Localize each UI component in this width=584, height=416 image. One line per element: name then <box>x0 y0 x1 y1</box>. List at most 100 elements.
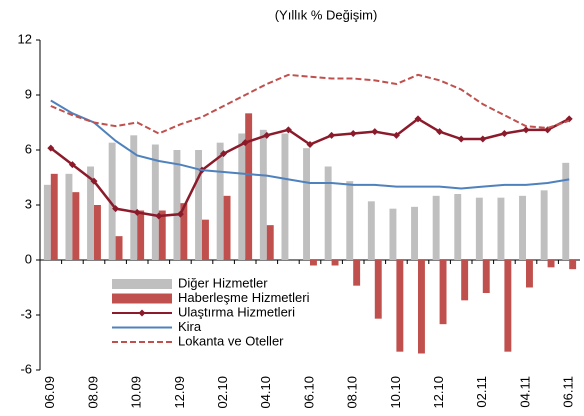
bar <box>331 260 339 266</box>
x-tick-label: 08.10 <box>345 376 360 409</box>
line <box>50 73 570 135</box>
y-tick-label: 0 <box>25 251 32 266</box>
x-tick-label: 06.10 <box>301 376 316 409</box>
marker <box>500 130 508 137</box>
bar <box>115 236 123 260</box>
legend-marker <box>138 309 146 317</box>
legend-label: Ulaştırma Hizmetleri <box>178 304 295 319</box>
y-tick-label: -3 <box>20 306 32 321</box>
bar <box>87 166 94 260</box>
marker <box>68 161 76 169</box>
bar <box>202 219 209 260</box>
marker <box>220 150 228 158</box>
x-tick-label: 02.10 <box>215 376 230 409</box>
bar <box>497 197 505 260</box>
x-tick-label: 02.11 <box>474 376 489 408</box>
legend-label: Kira <box>178 319 202 334</box>
y-tick-label: 12 <box>18 31 32 46</box>
marker <box>155 212 163 220</box>
bar <box>94 205 101 260</box>
bar <box>158 210 166 260</box>
bar <box>353 260 361 286</box>
bar <box>281 133 289 260</box>
bar <box>238 133 246 260</box>
bar <box>310 260 317 266</box>
x-tick-label: 06.09 <box>42 376 57 409</box>
bar <box>216 142 224 260</box>
bar <box>50 173 58 260</box>
marker <box>457 135 465 143</box>
bar <box>223 195 231 260</box>
bar <box>137 210 145 260</box>
legend-swatch <box>112 279 172 289</box>
chart-title: (Yıllık % Değişim) <box>275 7 378 22</box>
legend-label: Haberleşme Hizmetleri <box>178 290 310 305</box>
bar <box>411 206 418 260</box>
y-tick-label: -6 <box>20 361 32 376</box>
bar <box>475 197 483 260</box>
bar <box>396 260 404 352</box>
bar <box>454 194 462 260</box>
legend-label: Diğer Hizmetler <box>178 275 268 290</box>
bar <box>43 184 51 260</box>
bar <box>180 203 188 260</box>
bar <box>432 195 440 260</box>
x-tick-label: 06.11 <box>561 376 576 408</box>
x-tick-label: 12.09 <box>172 376 187 409</box>
bar <box>569 260 577 270</box>
marker <box>392 131 400 139</box>
bar <box>367 201 375 260</box>
marker <box>414 115 422 123</box>
bar <box>195 150 202 260</box>
bar <box>547 260 555 268</box>
y-tick-label: 9 <box>25 86 32 101</box>
bar <box>526 260 533 288</box>
marker <box>349 130 357 137</box>
marker <box>133 208 141 216</box>
marker <box>479 135 487 143</box>
marker <box>371 128 379 136</box>
bar <box>482 260 490 293</box>
marker <box>263 131 271 139</box>
legend-label: Lokanta ve Oteller <box>178 333 284 348</box>
bar <box>540 190 548 260</box>
bar <box>324 166 332 260</box>
bar <box>108 142 116 260</box>
bar <box>389 208 397 260</box>
y-tick-label: 3 <box>25 196 32 211</box>
marker <box>90 177 98 185</box>
marker <box>544 126 552 134</box>
bar <box>303 148 310 260</box>
bar <box>65 173 73 260</box>
bar <box>130 135 138 260</box>
x-tick-label: 08.09 <box>85 376 100 409</box>
bar <box>461 260 469 301</box>
bar <box>519 195 526 260</box>
line <box>50 99 570 190</box>
bar <box>266 225 274 260</box>
y-tick-label: 6 <box>25 141 32 156</box>
legend-swatch <box>112 293 172 304</box>
bar <box>151 144 159 260</box>
bar <box>173 150 181 260</box>
bar <box>439 260 447 325</box>
bar <box>72 192 80 260</box>
marker <box>241 139 249 147</box>
bar <box>259 129 267 260</box>
bar <box>245 113 253 260</box>
bar <box>504 260 512 352</box>
marker <box>176 210 184 218</box>
x-tick-label: 04.11 <box>517 376 532 408</box>
x-tick-label: 04.10 <box>258 376 273 409</box>
marker <box>47 144 55 152</box>
marker <box>284 126 292 134</box>
marker <box>306 141 314 148</box>
bar <box>562 162 570 260</box>
marker <box>522 126 530 134</box>
x-tick-label: 10.10 <box>388 376 403 409</box>
bar <box>418 260 425 354</box>
bar <box>374 260 382 319</box>
bar <box>346 181 354 260</box>
x-tick-label: 12.10 <box>431 376 446 409</box>
